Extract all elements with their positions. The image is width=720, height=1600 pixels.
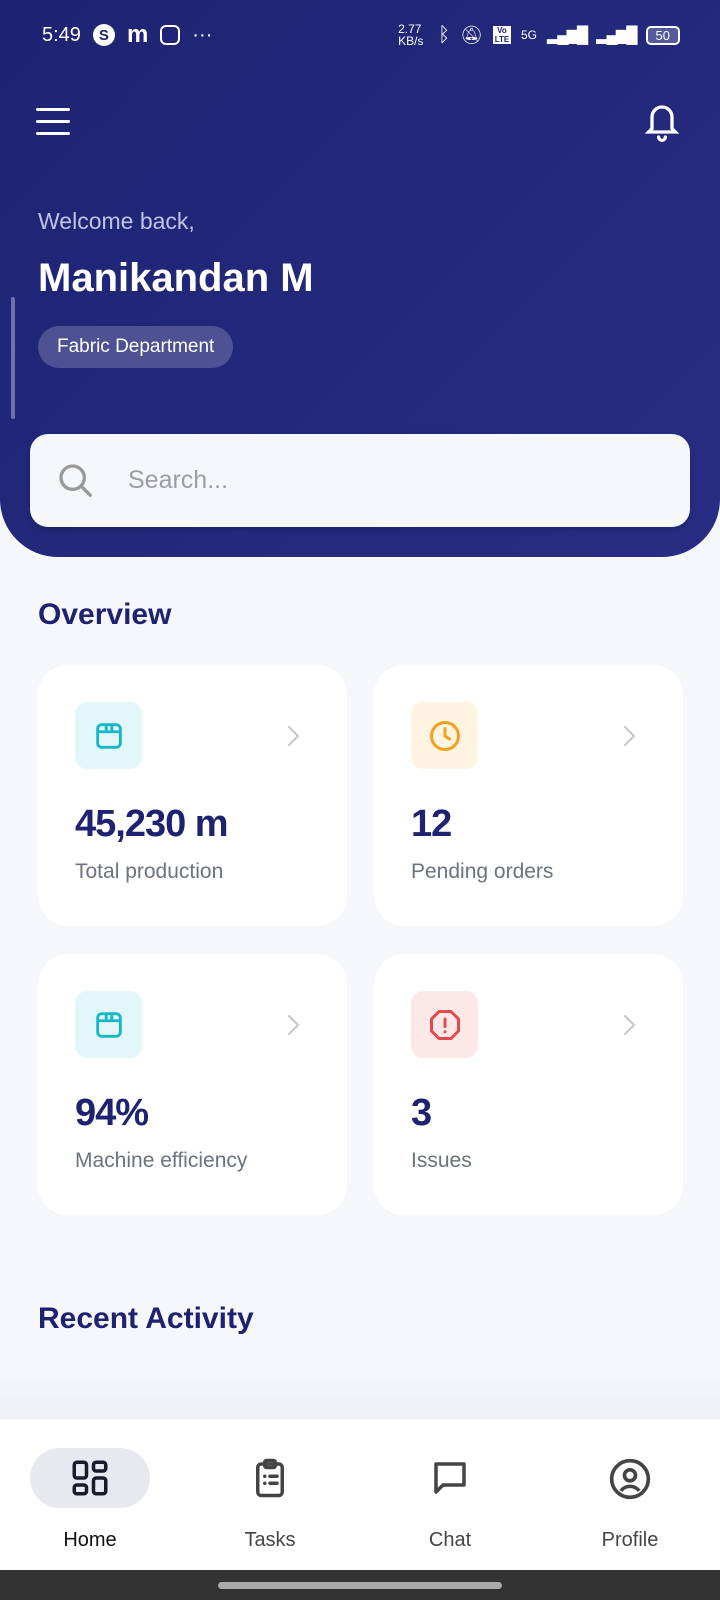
card-label: Issues <box>411 1149 472 1172</box>
chevron-right-icon <box>287 725 300 747</box>
card-label: Total production <box>75 860 224 883</box>
clock-icon <box>411 702 478 769</box>
card-label: Machine efficiency <box>75 1149 248 1172</box>
chevron-right-icon <box>287 1014 300 1036</box>
overview-card[interactable]: 45,230 m Total production <box>38 665 347 926</box>
department-badge: Fabric Department <box>38 326 234 368</box>
bottom-nav: Home Tasks Chat Profile <box>0 1419 720 1570</box>
search-bar[interactable] <box>30 434 690 527</box>
overview-card[interactable]: 3 Issues <box>374 954 683 1215</box>
chat-icon <box>434 1462 466 1494</box>
signal-icon: ▂▄▆█ <box>546 27 588 44</box>
more-notifications-icon: ··· <box>192 23 213 46</box>
nav-profile[interactable]: Profile <box>540 1419 720 1570</box>
overview-card[interactable]: 12 Pending orders <box>374 665 683 926</box>
battery-icon: 50 <box>645 25 680 45</box>
header: 5:49 S m ··· 2.77 KB/s ᛒ 🔕︎ Vo LTE 5G ▂▄… <box>0 0 720 557</box>
signal-icon-2: ▂▄▆█ <box>596 27 637 44</box>
s-app-icon: S <box>92 24 115 46</box>
bluetooth-icon: ᛒ <box>438 23 451 46</box>
notification-bell-icon[interactable] <box>642 100 682 149</box>
net-speed: 2.77 KB/s <box>398 22 424 48</box>
nav-chat-label: Chat <box>428 1529 472 1551</box>
mute-icon: 🔕︎ <box>460 24 483 45</box>
network-type: 5G <box>520 28 537 42</box>
nav-home-label: Home <box>63 1529 117 1551</box>
volte-icon: Vo LTE <box>492 26 511 44</box>
clipboard-list-icon <box>256 1458 284 1498</box>
overview-title: Overview <box>38 598 172 631</box>
search-icon <box>59 463 92 497</box>
instagram-icon <box>160 25 181 45</box>
home-gesture-handle[interactable] <box>218 1582 502 1589</box>
card-value: 3 <box>411 1092 432 1134</box>
nav-tasks[interactable]: Tasks <box>180 1419 360 1570</box>
recent-activity-title: Recent Activity <box>38 1302 254 1335</box>
content-fade <box>0 1370 720 1420</box>
card-value: 45,230 m <box>75 803 229 845</box>
status-bar: 5:49 S m ··· 2.77 KB/s ᛒ 🔕︎ Vo LTE 5G ▂▄… <box>42 20 680 50</box>
welcome-text: Welcome back, <box>38 208 195 234</box>
overview-card[interactable]: 94% Machine efficiency <box>38 954 347 1215</box>
chevron-right-icon <box>623 725 636 747</box>
system-nav-bar <box>0 1570 720 1600</box>
m-app-icon: m <box>126 21 149 48</box>
search-input[interactable] <box>128 466 608 495</box>
nav-profile-label: Profile <box>601 1529 659 1551</box>
clock: 5:49 <box>42 23 81 46</box>
card-value: 94% <box>75 1092 149 1134</box>
nav-tasks-label: Tasks <box>244 1529 296 1551</box>
nav-home[interactable]: Home <box>0 1419 180 1570</box>
box-icon <box>75 702 142 769</box>
user-name: Manikandan M <box>38 256 314 300</box>
card-label: Pending orders <box>411 860 554 883</box>
dashboard-icon <box>72 1460 108 1496</box>
alert-octagon-icon <box>411 991 478 1058</box>
box-icon <box>75 991 142 1058</box>
menu-button[interactable] <box>36 108 70 144</box>
nav-chat[interactable]: Chat <box>360 1419 540 1570</box>
scroll-indicator <box>11 297 15 419</box>
user-circle-icon <box>609 1458 651 1500</box>
card-value: 12 <box>411 803 452 845</box>
chevron-right-icon <box>623 1014 636 1036</box>
